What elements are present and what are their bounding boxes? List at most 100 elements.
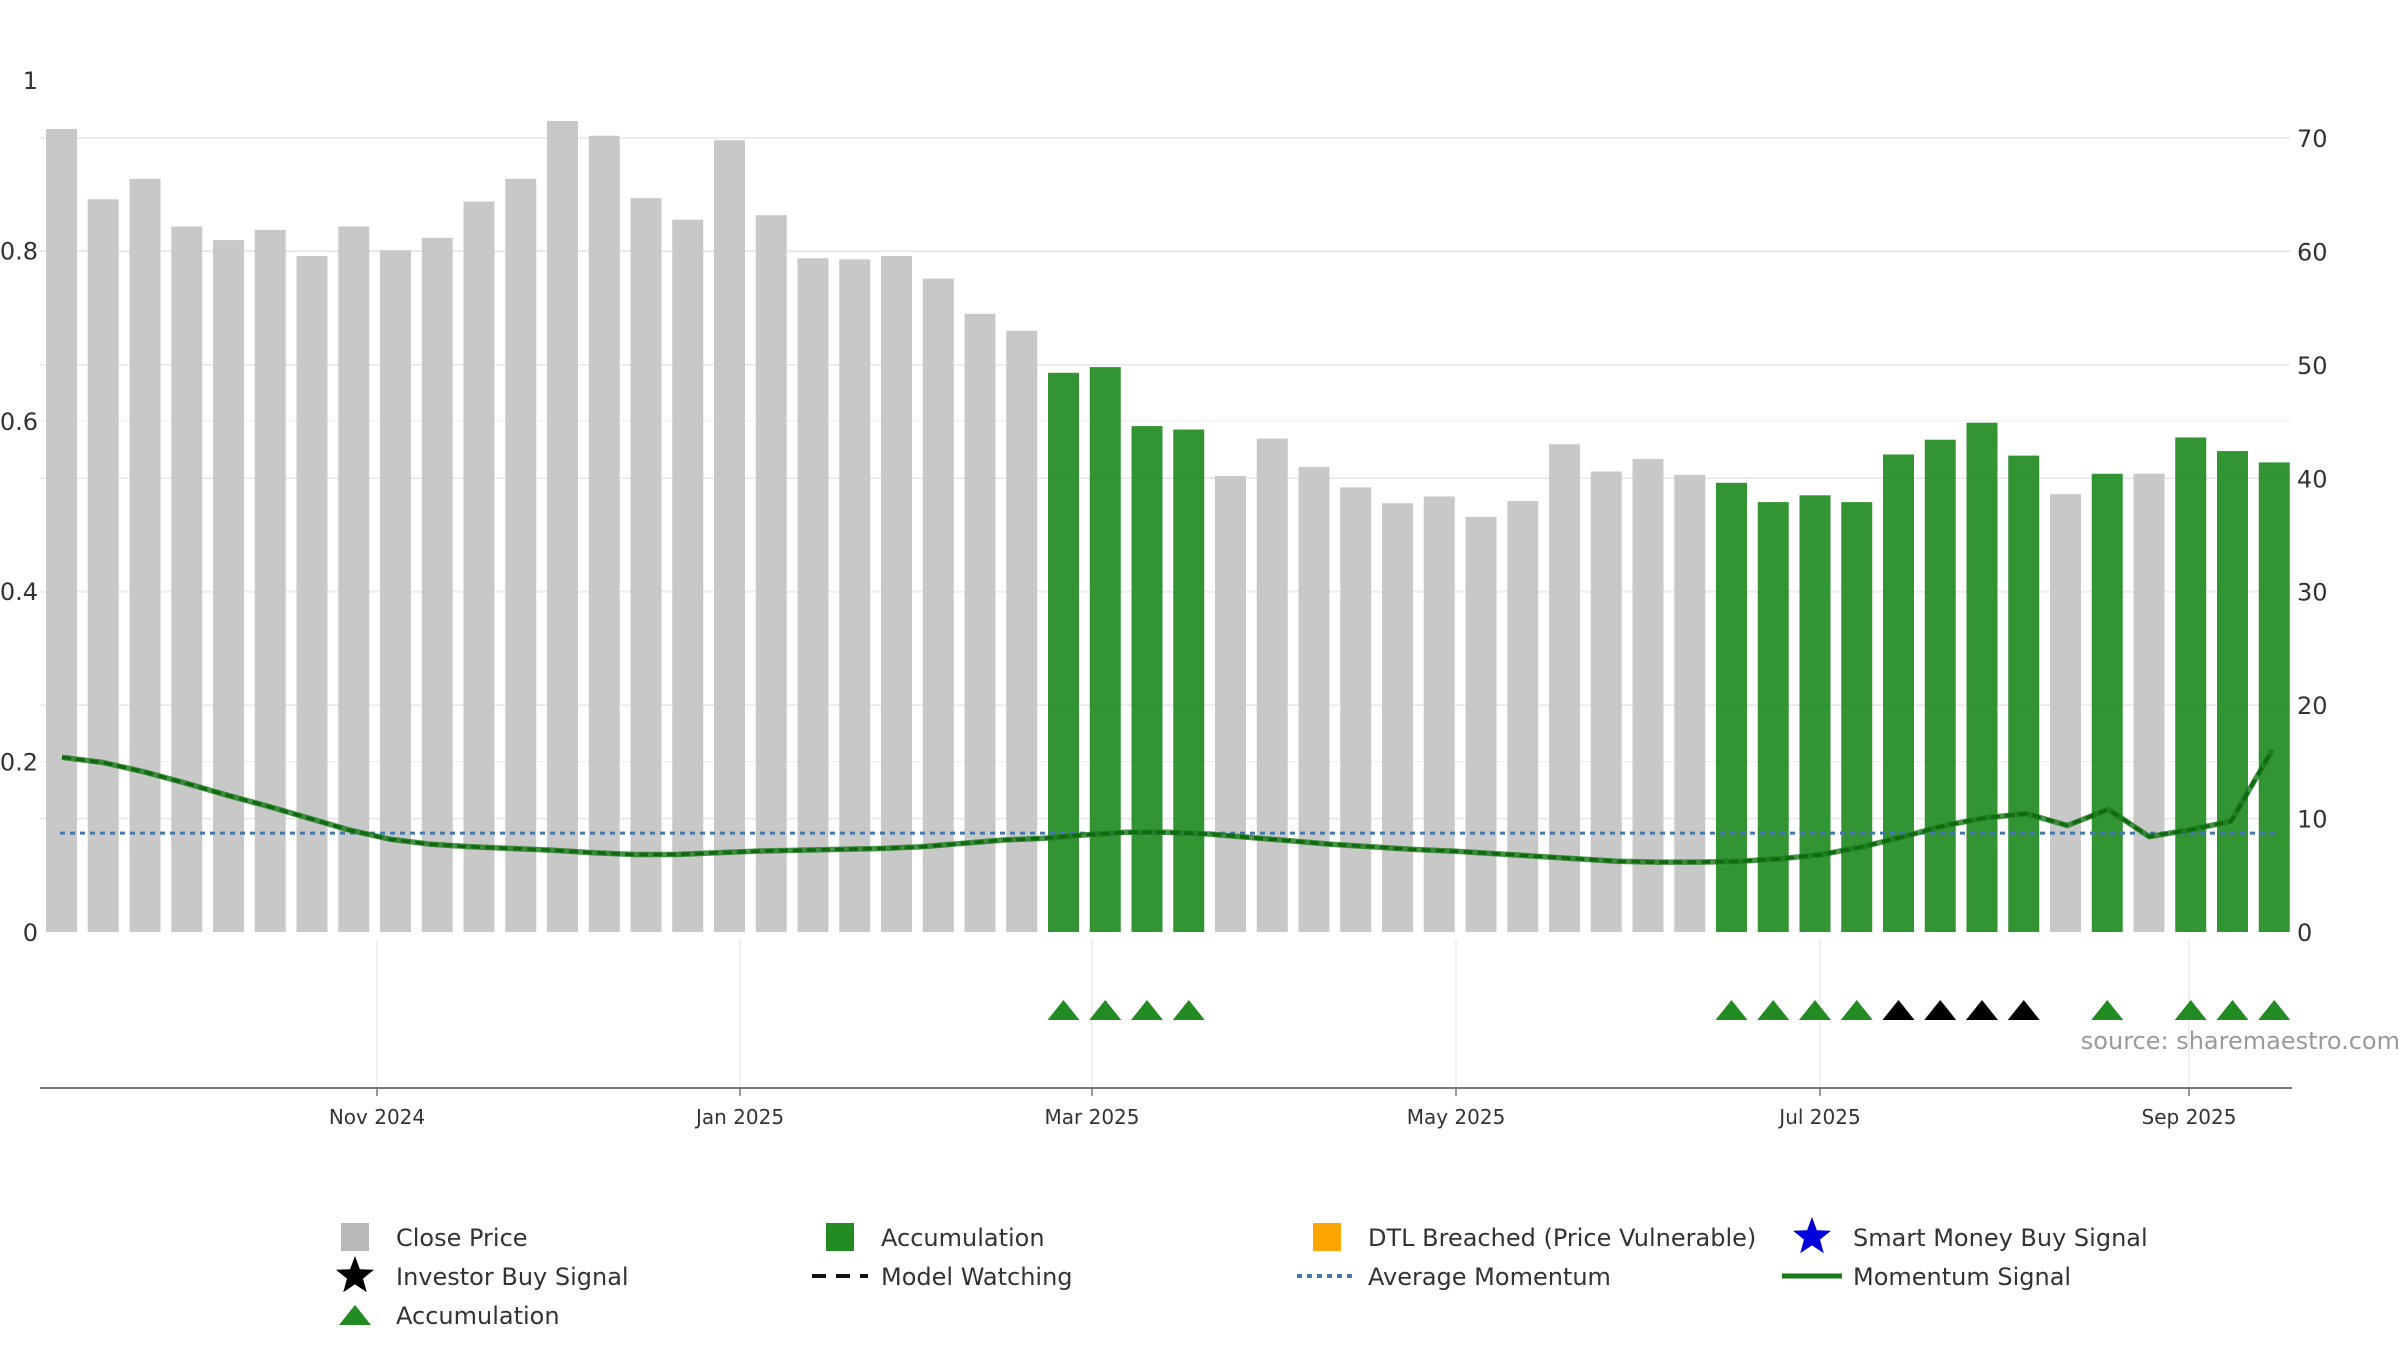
right-tick-label: 20 <box>2297 692 2328 720</box>
left-axis-ticks: 0 0.2 0.4 0.6 0.8 1 <box>0 67 38 947</box>
x-axis-ticks: Nov 2024 Jan 2025 Mar 2025 May 2025 Jul 2025… <box>329 1088 2237 1129</box>
close-price-bar <box>421 237 453 932</box>
close-price-bar <box>213 240 244 933</box>
accumulation-bar <box>1841 502 1873 932</box>
accumulation-bar <box>1924 439 1956 932</box>
accumulation-bar <box>1757 502 1789 932</box>
accumulation-bar <box>2091 473 2123 932</box>
close-price-bar <box>463 201 495 932</box>
close-price-bar <box>2050 494 2081 932</box>
close-price-bar <box>380 250 411 932</box>
right-tick-label: 50 <box>2297 352 2328 380</box>
accumulation-markers <box>1047 1000 2291 1020</box>
bars <box>46 120 2290 933</box>
momentum-signal-line-dash <box>61 749 2274 864</box>
legend-green-triangle-icon <box>339 1305 371 1325</box>
close-price-bar <box>46 128 77 932</box>
investor-triangle-marker <box>1882 1000 1915 1020</box>
close-price-bar <box>254 229 286 932</box>
signal-panel <box>40 940 2292 1089</box>
legend-label: Momentum Signal <box>1853 1263 2071 1291</box>
accumulation-bar <box>1799 495 1831 932</box>
legend-black-star-icon <box>336 1256 374 1293</box>
close-price-bar <box>338 226 370 932</box>
momentum-signal-line <box>61 749 2275 865</box>
legend-label: Close Price <box>396 1224 528 1252</box>
left-tick-label: 0.8 <box>0 237 38 265</box>
right-tick-label: 0 <box>2297 919 2312 947</box>
close-price-bar <box>1256 438 1288 932</box>
accumulation-bar <box>1883 454 1914 932</box>
legend-grey-square-icon <box>341 1223 369 1251</box>
accumulation-triangle-marker <box>1799 1000 1831 1020</box>
accumulation-bar <box>1716 482 1747 932</box>
left-tick-label: 0.6 <box>0 408 38 436</box>
investor-triangle-marker <box>2007 1000 2040 1020</box>
close-price-bar <box>547 120 578 932</box>
close-price-bar <box>630 198 662 933</box>
legend-green-square-icon <box>826 1223 854 1251</box>
accumulation-triangle-marker <box>2258 1000 2291 1020</box>
investor-triangle-marker <box>1924 1000 1957 1020</box>
legend-label: Accumulation <box>881 1224 1045 1252</box>
close-price-bar <box>1298 466 1330 932</box>
accumulation-triangle-marker <box>1089 1000 1122 1020</box>
legend-blue-star-icon <box>1793 1217 1831 1254</box>
close-price-bar <box>87 199 119 932</box>
accumulation-bar <box>2258 462 2290 932</box>
right-tick-label: 30 <box>2297 579 2328 607</box>
accumulation-triangle-marker <box>2091 1000 2124 1020</box>
right-tick-label: 40 <box>2297 465 2328 493</box>
accumulation-triangle-marker <box>2174 1000 2207 1020</box>
accumulation-triangle-marker <box>1131 1000 1163 1020</box>
close-price-bar <box>1632 459 1664 932</box>
close-price-bar <box>1382 503 1413 932</box>
accumulation-bar <box>2008 455 2040 932</box>
x-tick-label: Nov 2024 <box>329 1105 425 1129</box>
legend-label: Accumulation <box>396 1302 560 1330</box>
accumulation-triangle-marker <box>1757 1000 1790 1020</box>
close-price-bar <box>714 140 745 933</box>
x-tick-label: Jan 2025 <box>694 1105 784 1129</box>
accumulation-bar <box>1089 367 1121 932</box>
right-axis-ticks: 0 10 20 30 40 50 60 70 <box>2297 125 2328 947</box>
close-price-bar <box>797 258 829 933</box>
close-price-bar <box>1423 496 1455 932</box>
accumulation-bar <box>1048 372 1079 933</box>
legend: Close Price Accumulation DTL Breached (Pri… <box>336 1217 2148 1330</box>
accumulation-triangle-marker <box>1172 1000 1205 1020</box>
legend-label: DTL Breached (Price Vulnerable) <box>1368 1224 1756 1252</box>
left-tick-label: 0 <box>23 919 38 947</box>
close-price-bar <box>672 219 704 932</box>
close-price-bar <box>1340 487 1372 932</box>
left-tick-label: 0.4 <box>0 578 38 606</box>
close-price-bar <box>1590 471 1622 932</box>
close-price-bar <box>881 255 912 933</box>
grid <box>40 137 2290 820</box>
close-price-bar <box>1465 516 1497 932</box>
close-price-bar <box>505 178 537 932</box>
accumulation-bar <box>1173 429 1205 932</box>
close-price-bar <box>2133 473 2165 932</box>
legend-label: Smart Money Buy Signal <box>1853 1224 2148 1252</box>
close-price-bar <box>964 313 996 932</box>
source-label: source: sharemaestro.com <box>2081 1027 2400 1055</box>
x-tick-label: May 2025 <box>1407 1105 1506 1129</box>
right-tick-label: 60 <box>2297 238 2328 266</box>
legend-label: Average Momentum <box>1368 1263 1611 1291</box>
close-price-bar <box>588 135 620 932</box>
accumulation-triangle-marker <box>2216 1000 2249 1020</box>
close-price-bar <box>839 259 871 933</box>
investor-triangle-marker <box>1966 1000 1998 1020</box>
accumulation-triangle-marker <box>1840 1000 1873 1020</box>
close-price-bar <box>171 226 203 932</box>
accumulation-bar <box>2217 451 2248 932</box>
x-tick-label: Mar 2025 <box>1045 1105 1140 1129</box>
close-price-bar <box>922 278 954 932</box>
x-tick-label: Sep 2025 <box>2142 1105 2237 1129</box>
accumulation-bar <box>2175 437 2207 932</box>
close-price-bar <box>1215 476 1246 932</box>
legend-orange-square-icon <box>1313 1223 1341 1251</box>
